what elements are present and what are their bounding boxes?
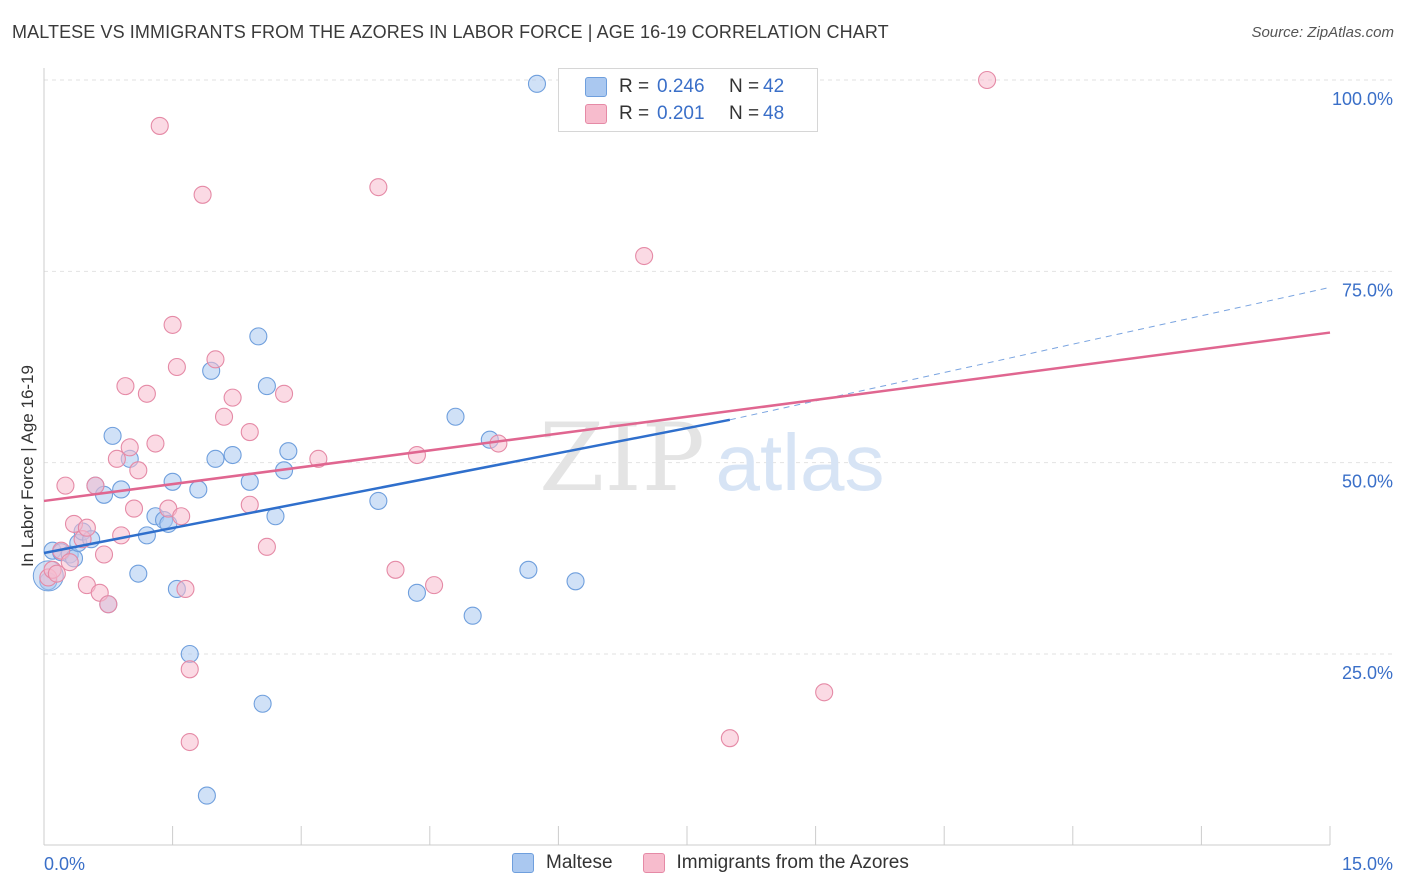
data-point — [425, 576, 444, 595]
data-point — [463, 606, 482, 625]
chart-title: MALTESE VS IMMIGRANTS FROM THE AZORES IN… — [12, 22, 889, 42]
data-point — [527, 74, 547, 93]
series-legend-azores[interactable]: Immigrants from the Azores — [642, 852, 909, 874]
data-point — [180, 644, 199, 664]
data-point — [172, 507, 191, 526]
data-point — [446, 407, 465, 426]
data-point — [163, 315, 182, 334]
data-point — [146, 434, 165, 453]
data-point — [978, 70, 997, 90]
azores-points — [39, 70, 997, 752]
series-swatch-azores — [642, 853, 665, 873]
tick-labels: 25.0% 50.0% 75.0% 100.0% 0.0% 15.0% — [44, 89, 1393, 874]
data-point — [56, 476, 75, 495]
legend-swatch-maltese — [585, 77, 607, 97]
data-point — [223, 445, 242, 465]
data-point — [150, 116, 169, 135]
data-point — [60, 553, 79, 572]
trend-line-maltese — [43, 418, 731, 555]
data-point — [197, 786, 216, 805]
data-point — [77, 518, 96, 537]
legend-n-label: N = — [729, 76, 760, 97]
y-tick-label: 50.0% — [1342, 472, 1393, 492]
data-point — [720, 729, 739, 748]
watermark-atlas: atlas — [716, 418, 885, 507]
data-point — [369, 491, 388, 510]
y-tick-label: 25.0% — [1342, 663, 1393, 683]
data-point — [176, 579, 195, 598]
series-legend-label: Immigrants from the Azores — [676, 852, 909, 873]
series-legend: Maltese Immigrants from the Azores — [512, 852, 939, 874]
data-point — [86, 476, 105, 495]
legend-n-label: N = — [729, 103, 760, 124]
data-point — [214, 407, 234, 426]
data-point — [193, 185, 212, 204]
watermark: ZIP atlas — [539, 404, 884, 513]
data-point — [103, 426, 122, 445]
data-point — [107, 449, 126, 468]
data-point — [129, 461, 148, 480]
y-tick-label: 100.0% — [1332, 89, 1393, 109]
legend-r-label: R = — [619, 103, 650, 124]
data-point — [206, 350, 225, 369]
correlation-legend: R = 0.246 N = 42 R = 0.201 N = 48 — [558, 68, 818, 132]
data-point — [99, 595, 118, 614]
data-point — [129, 564, 148, 583]
data-point — [206, 449, 225, 468]
data-point — [240, 423, 259, 442]
data-point — [180, 660, 199, 679]
data-point — [407, 583, 426, 602]
data-point — [519, 560, 538, 579]
data-point — [163, 472, 182, 491]
data-point — [167, 357, 186, 377]
data-point — [279, 442, 298, 461]
data-point — [137, 384, 156, 403]
data-point — [112, 526, 131, 545]
legend-r-value: 0.201 — [657, 103, 705, 124]
data-point — [189, 480, 208, 499]
axes — [43, 68, 1331, 846]
data-point — [124, 499, 144, 518]
data-point — [180, 732, 199, 752]
legend-r-value: 0.246 — [657, 76, 705, 97]
trend-line-azores — [43, 331, 1331, 503]
x-tick-label: 0.0% — [44, 854, 85, 874]
trend-lines — [43, 286, 1331, 555]
data-point — [566, 572, 585, 591]
legend-n-value: 42 — [763, 76, 785, 97]
y-axis-title: In Labor Force | Age 16-19 — [18, 365, 37, 567]
y-tick-label: 75.0% — [1342, 280, 1393, 300]
data-point — [275, 384, 294, 403]
data-point — [257, 537, 276, 556]
data-point — [120, 438, 139, 457]
data-point — [94, 545, 114, 564]
watermark-zip: ZIP — [539, 404, 705, 513]
source-label: Source: ZipAtlas.com — [1251, 24, 1394, 41]
legend-row-maltese: R = 0.246 N = 42 — [585, 75, 785, 99]
data-point — [223, 388, 242, 407]
gridlines — [44, 79, 1392, 655]
data-point — [386, 560, 405, 579]
data-point — [253, 694, 272, 713]
data-point — [249, 327, 268, 346]
series-legend-label: Maltese — [546, 852, 613, 873]
data-point — [257, 377, 276, 396]
data-point — [47, 564, 66, 583]
data-point — [309, 449, 328, 468]
data-point — [369, 178, 388, 197]
series-swatch-maltese — [512, 853, 534, 873]
legend-row-azores: R = 0.201 N = 48 — [585, 102, 785, 126]
data-point — [815, 683, 834, 702]
data-point — [407, 445, 426, 465]
series-legend-maltese[interactable]: Maltese — [512, 852, 613, 874]
legend-r-label: R = — [619, 76, 650, 97]
legend-n-value: 48 — [763, 103, 785, 124]
data-point — [116, 377, 135, 396]
x-tick-label: 15.0% — [1342, 854, 1393, 874]
legend-swatch-azores — [585, 104, 607, 124]
data-point — [635, 246, 654, 266]
data-point — [489, 434, 508, 453]
